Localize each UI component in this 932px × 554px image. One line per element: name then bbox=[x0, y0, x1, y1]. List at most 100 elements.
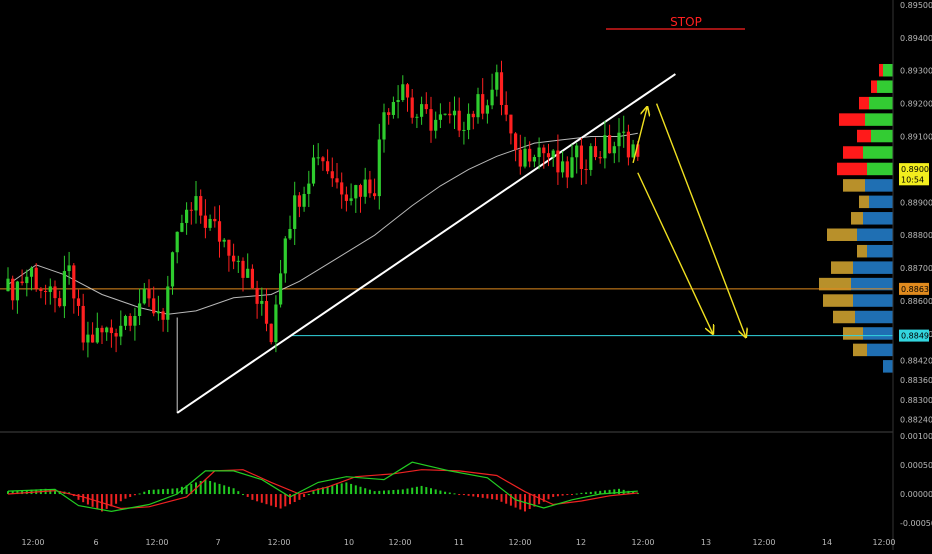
price-tick-label: 0.89300 bbox=[900, 67, 932, 76]
histogram-bar-positive bbox=[171, 488, 174, 495]
histogram-bar-positive bbox=[336, 484, 338, 495]
candle-bull bbox=[123, 315, 128, 326]
histogram-bar-positive bbox=[218, 483, 221, 495]
candle-bull bbox=[575, 145, 579, 158]
candle-bear bbox=[546, 153, 551, 158]
candle-bear bbox=[410, 97, 414, 118]
price-tick-label: 0.88800 bbox=[900, 231, 932, 240]
histogram-bar-negative bbox=[110, 494, 113, 507]
candle-bull bbox=[288, 228, 292, 239]
time-tick-label: 13 bbox=[701, 538, 711, 547]
candle-bear bbox=[584, 169, 588, 171]
candle-bull bbox=[67, 265, 71, 272]
candle-bull bbox=[443, 113, 447, 115]
histogram-bar-negative bbox=[77, 494, 80, 500]
histogram-bar-negative bbox=[467, 494, 470, 496]
vp-gold-bar bbox=[843, 179, 865, 192]
histogram-bar-negative bbox=[458, 494, 461, 496]
histogram-bar-negative bbox=[528, 494, 531, 510]
histogram-bar-positive bbox=[11, 490, 14, 495]
stop-label: STOP bbox=[670, 15, 702, 29]
histogram-bar-positive bbox=[307, 494, 310, 496]
time-tick-label: 12:00 bbox=[752, 538, 775, 547]
macd-line bbox=[7, 461, 638, 513]
histogram-bar-positive bbox=[321, 487, 324, 495]
candle-bear bbox=[213, 218, 217, 222]
candle-bull bbox=[354, 185, 358, 199]
candle-bear bbox=[429, 109, 433, 131]
candle-bear bbox=[344, 194, 348, 201]
candle-bear bbox=[528, 148, 532, 162]
vp-gold-bar bbox=[827, 228, 857, 241]
candle-bear bbox=[109, 327, 113, 334]
candle-bear bbox=[626, 131, 630, 158]
price-label-box bbox=[899, 163, 929, 176]
time-tick-label: 14 bbox=[822, 538, 832, 547]
histogram-bar-positive bbox=[425, 487, 428, 495]
stop-annotation: STOP bbox=[606, 15, 745, 30]
candle-bull bbox=[401, 84, 405, 101]
histogram-bar-negative bbox=[270, 494, 273, 506]
histogram-bar-positive bbox=[430, 488, 432, 495]
candle-bull bbox=[307, 183, 311, 194]
histogram-bar-negative bbox=[561, 494, 564, 496]
price-label-text: 10:54 bbox=[901, 175, 924, 184]
candle-bear bbox=[128, 315, 132, 326]
vp-gold-bar bbox=[833, 310, 855, 324]
histogram-bar-positive bbox=[383, 490, 385, 495]
candle-bull bbox=[283, 238, 287, 274]
vp-blue-bar bbox=[867, 343, 893, 357]
time-tick-label: 12:00 bbox=[872, 538, 895, 547]
candle-bull bbox=[156, 311, 160, 314]
candle-bull bbox=[561, 161, 565, 173]
candle-bear bbox=[424, 104, 428, 110]
histogram-bar-positive bbox=[143, 491, 146, 495]
candle-bull bbox=[274, 304, 278, 343]
candle-bear bbox=[321, 157, 325, 162]
histogram-bar-positive bbox=[608, 489, 611, 495]
candle-bull bbox=[29, 267, 34, 277]
histogram-bar-positive bbox=[166, 488, 169, 495]
price-tick-label: 0.88420 bbox=[900, 356, 932, 365]
histogram-bar-negative bbox=[105, 494, 108, 509]
candle-bear bbox=[189, 209, 193, 211]
histogram-bar-positive bbox=[331, 485, 334, 495]
histogram-bar-positive bbox=[387, 490, 390, 495]
candle-bear bbox=[152, 298, 156, 314]
candlesticks bbox=[6, 60, 640, 358]
histogram-bar-negative bbox=[119, 494, 122, 502]
time-tick-label: 12:00 bbox=[388, 538, 411, 547]
histogram-bar-positive bbox=[392, 489, 395, 495]
candle-bear bbox=[565, 161, 569, 178]
candle-bear bbox=[542, 147, 546, 154]
candle-bull bbox=[415, 116, 419, 118]
rising-trendline[interactable] bbox=[176, 73, 676, 414]
vp-bull-bar bbox=[871, 129, 893, 143]
candle-bear bbox=[297, 195, 301, 207]
candle-bull bbox=[617, 132, 621, 147]
candle-bull bbox=[570, 157, 574, 178]
histogram-bar-positive bbox=[199, 481, 202, 495]
histogram-bar-positive bbox=[162, 489, 165, 495]
candle-bull bbox=[622, 131, 626, 133]
candle-bull bbox=[138, 303, 142, 316]
candle-bear bbox=[593, 146, 598, 158]
time-tick-label: 10 bbox=[344, 538, 354, 547]
histogram-bar-negative bbox=[500, 494, 503, 502]
candle-bull bbox=[175, 231, 179, 253]
candle-bull bbox=[434, 119, 438, 131]
moving-average bbox=[7, 132, 638, 315]
price-tick-label: 0.89500 bbox=[900, 1, 932, 10]
candle-bear bbox=[72, 265, 76, 299]
candle-bear bbox=[471, 113, 475, 118]
candle-bull bbox=[95, 327, 99, 343]
candle-bear bbox=[499, 72, 504, 105]
candle-bull bbox=[363, 179, 367, 197]
candle-bull bbox=[48, 286, 52, 292]
histogram-bar-positive bbox=[453, 493, 456, 495]
histogram-bar-negative bbox=[124, 494, 127, 499]
histogram-bar-positive bbox=[49, 489, 52, 495]
vp-blue-bar bbox=[857, 228, 893, 241]
histogram-bar-positive bbox=[364, 488, 367, 495]
